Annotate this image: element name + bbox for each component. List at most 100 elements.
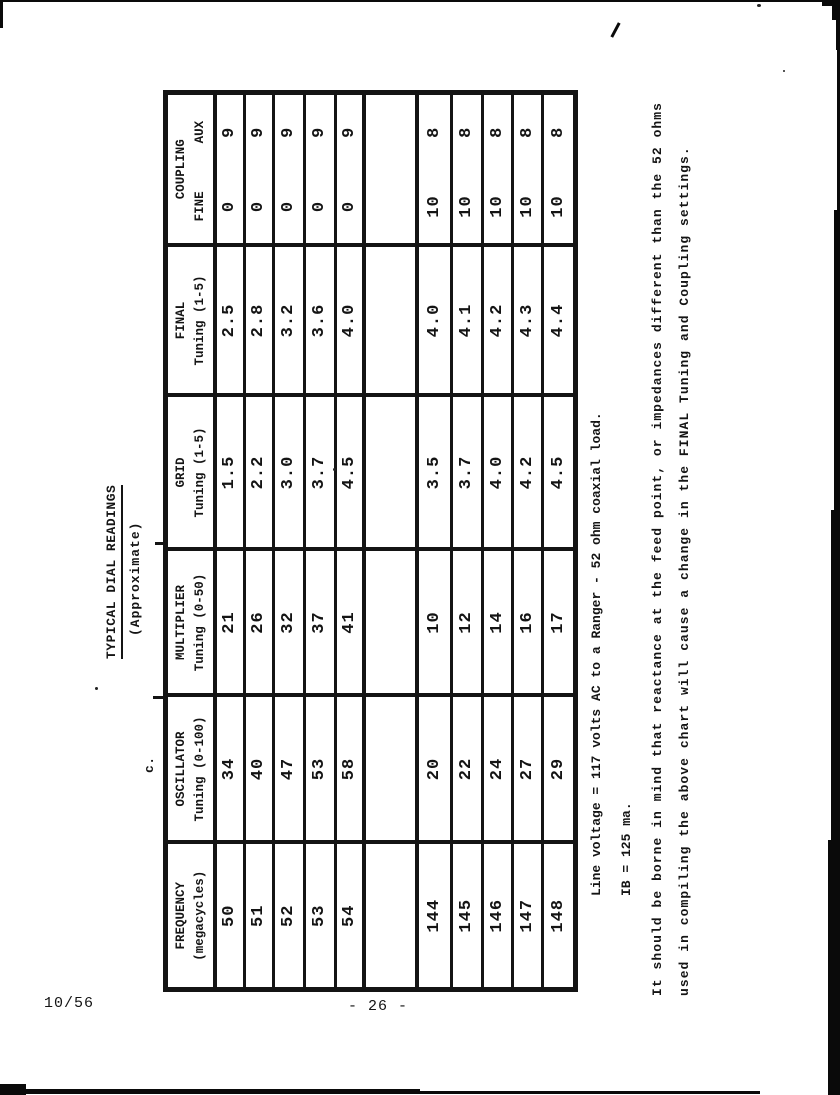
table-cell: 10 xyxy=(542,169,575,246)
table-cell: 53 xyxy=(304,842,335,990)
table-cell: 0 xyxy=(273,169,304,246)
table-cell: 0 xyxy=(304,169,335,246)
list-item-label: c. xyxy=(142,756,157,773)
table-row-52: 52 47 32 3.0 3.2 0 9 xyxy=(273,92,304,990)
note-plate-current: IB = 125 ma. xyxy=(619,802,634,896)
table-cell: 40 xyxy=(244,695,273,843)
scan-speck xyxy=(783,70,785,72)
table-cell: 27 xyxy=(512,695,542,843)
header-coupling: COUPLING FINE AUX xyxy=(165,92,215,246)
header-line: FREQUENCY xyxy=(173,882,188,950)
header-final: FINAL Tuning (1-5) xyxy=(165,245,215,396)
table-cell: 29 xyxy=(542,695,575,843)
page-title: TYPICAL DIAL READINGS xyxy=(104,484,123,659)
table-cell: 8 xyxy=(542,92,575,170)
table-row-145: 145 22 12 3.7 4.1 10 8 xyxy=(451,92,482,990)
table-cell: 1.5 xyxy=(215,395,244,550)
table-header-row: FREQUENCY (megacycles) OSCILLATOR Tuning… xyxy=(165,92,215,990)
table-cell: 4.2 xyxy=(512,395,542,550)
scan-artifact-top-left xyxy=(0,0,3,28)
table-cell: 8 xyxy=(512,92,542,170)
scan-artifact-bottom-edge xyxy=(20,1089,420,1094)
table-cell xyxy=(364,169,417,246)
table-cell: 53 xyxy=(304,695,335,843)
table-cell: 10 xyxy=(417,549,451,696)
table-cell: 51 xyxy=(244,842,273,990)
table-cell: 147 xyxy=(512,842,542,990)
header-line: Tuning (1-5) xyxy=(192,427,207,518)
scan-artifact-top-right-hook xyxy=(832,0,840,20)
scan-artifact-bottom-edge xyxy=(420,1091,760,1094)
table-cell: 9 xyxy=(304,92,335,170)
table-cell: 3.7 xyxy=(304,395,335,550)
table-cell xyxy=(364,245,417,396)
table-cell: 4.0 xyxy=(482,395,512,550)
scan-speck xyxy=(333,468,336,471)
header-line: GRID xyxy=(173,457,188,488)
table-cell: 9 xyxy=(335,92,364,170)
table-row-148: 148 29 17 4.5 4.4 10 8 xyxy=(542,92,575,990)
table-cell: 58 xyxy=(335,695,364,843)
table-cell: 146 xyxy=(482,842,512,990)
table-cell: 10 xyxy=(512,169,542,246)
table-cell: 3.6 xyxy=(304,245,335,396)
table-cell xyxy=(364,92,417,170)
footer-page-number: - 26 - xyxy=(348,998,409,1015)
table-cell xyxy=(364,395,417,550)
table-cell: 2.2 xyxy=(244,395,273,550)
header-line: MULTIPLIER xyxy=(173,585,188,661)
scan-artifact-top-right-hook xyxy=(836,14,840,50)
header-line: Tuning (0-50) xyxy=(192,573,207,672)
scan-artifact-bottom-left xyxy=(0,1084,26,1095)
table-cell: 4.1 xyxy=(451,245,482,396)
table-cell: 10 xyxy=(451,169,482,246)
header-line: Tuning (1-5) xyxy=(192,275,207,366)
table-cell: 21 xyxy=(215,549,244,696)
scan-speck xyxy=(757,4,761,7)
table-cell: 4.5 xyxy=(335,395,364,550)
table-cell xyxy=(364,842,417,990)
subheader-fine: FINE xyxy=(192,191,207,222)
table-cell: 8 xyxy=(451,92,482,170)
header-line: COUPLING xyxy=(173,139,188,200)
table-cell: 4.2 xyxy=(482,245,512,396)
table-cell: 145 xyxy=(451,842,482,990)
header-oscillator: OSCILLATOR Tuning (0-100) xyxy=(165,695,215,843)
header-line: (megacycles) xyxy=(192,870,207,961)
table-cell: 8 xyxy=(417,92,451,170)
table-cell: 10 xyxy=(417,169,451,246)
table-cell: 34 xyxy=(215,695,244,843)
header-grid: GRID Tuning (1-5) xyxy=(165,395,215,550)
table-cell: 148 xyxy=(542,842,575,990)
note-reactance-line1: It should be borne in mind that reactanc… xyxy=(650,102,665,996)
table-cell: 2.8 xyxy=(244,245,273,396)
table-cell: 32 xyxy=(273,549,304,696)
scan-artifact-right-edge xyxy=(831,510,840,840)
table-cell: 3.5 xyxy=(417,395,451,550)
dial-readings-table: FREQUENCY (megacycles) OSCILLATOR Tuning… xyxy=(163,89,578,992)
table-cell: 9 xyxy=(273,92,304,170)
table-cell: 0 xyxy=(335,169,364,246)
header-line: FINAL xyxy=(173,301,188,340)
table-cell: 17 xyxy=(542,549,575,696)
page-subtitle: (Approximate) xyxy=(128,521,143,636)
header-line: OSCILLATOR xyxy=(173,731,188,807)
table-cell: 3.0 xyxy=(273,395,304,550)
table-cell xyxy=(364,695,417,843)
table-cell: 9 xyxy=(244,92,273,170)
table-cell: 16 xyxy=(512,549,542,696)
table-cell: 41 xyxy=(335,549,364,696)
table-row-50: 50 34 21 1.5 2.5 0 9 xyxy=(215,92,244,990)
table-cell: 26 xyxy=(244,549,273,696)
table-row-54: 54 58 41 4.5 4.0 0 9 xyxy=(335,92,364,990)
table-cell: 37 xyxy=(304,549,335,696)
table-cell: 47 xyxy=(273,695,304,843)
scan-artifact-right-edge xyxy=(828,840,840,1095)
table-cell: 2.5 xyxy=(215,245,244,396)
table-row-147: 147 27 16 4.2 4.3 10 8 xyxy=(512,92,542,990)
table-cell: 22 xyxy=(451,695,482,843)
table-cell: 10 xyxy=(482,169,512,246)
subheader-aux: AUX xyxy=(192,120,207,144)
